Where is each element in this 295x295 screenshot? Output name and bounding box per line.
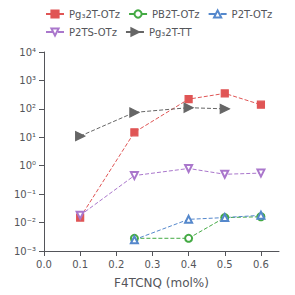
svg-text:Pg₃2T-OTz: Pg₃2T-OTz [69,9,120,20]
svg-text:10⁻¹: 10⁻¹ [14,189,36,200]
svg-text:F4TCNQ (mol%): F4TCNQ (mol%) [114,276,209,290]
svg-text:10⁴: 10⁴ [19,47,36,58]
svg-text:0.2: 0.2 [108,259,124,270]
svg-text:0.4: 0.4 [181,259,197,270]
svg-text:0.1: 0.1 [72,259,88,270]
svg-text:PB2T-OTz: PB2T-OTz [152,9,200,20]
svg-text:10¹: 10¹ [19,132,36,143]
svg-text:P2TS-OTz: P2TS-OTz [69,27,117,38]
svg-text:0.3: 0.3 [145,259,161,270]
svg-text:10⁻³: 10⁻³ [14,246,36,257]
svg-text:10⁰: 10⁰ [19,160,36,171]
svg-text:10²: 10² [19,103,36,114]
svg-text:P2T-OTz: P2T-OTz [232,9,273,20]
svg-text:10⁻²: 10⁻² [14,217,36,228]
svg-text:0.5: 0.5 [217,259,233,270]
svg-text:0.0: 0.0 [36,259,52,270]
svg-text:10³: 10³ [19,75,36,86]
svg-text:Pg₃2T-TT: Pg₃2T-TT [149,27,193,38]
svg-text:0.6: 0.6 [253,259,269,270]
